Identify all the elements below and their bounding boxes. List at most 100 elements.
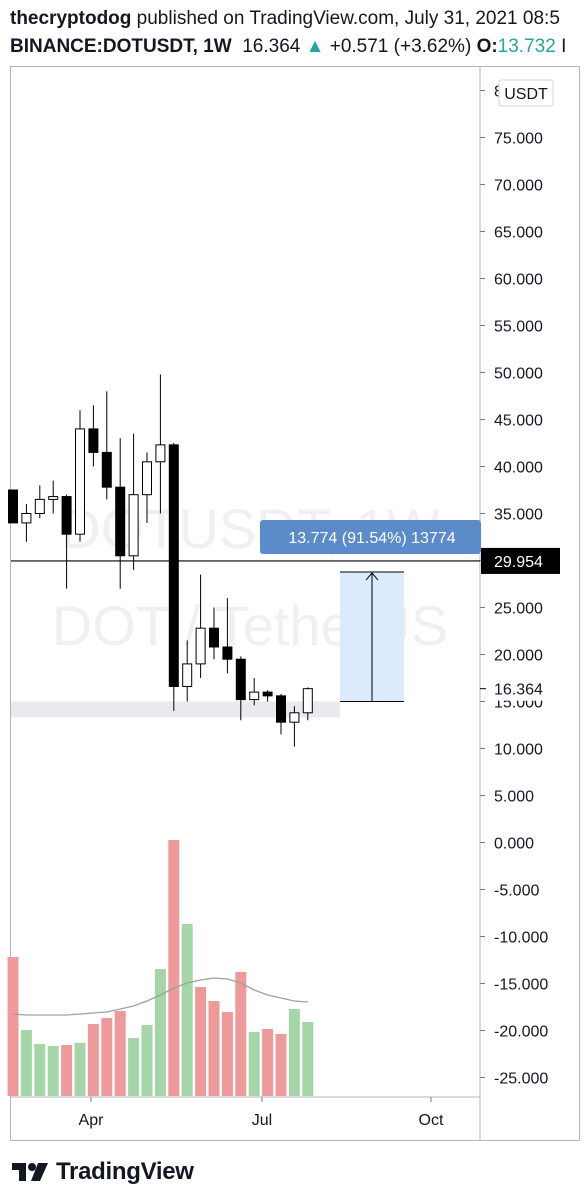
candle: [222, 598, 233, 674]
candle: [155, 374, 166, 514]
candle-body-down: [61, 496, 72, 535]
volume-bar: [262, 1029, 274, 1096]
candle: [8, 489, 18, 524]
time-tick-label: Jul: [252, 1112, 272, 1129]
volume-bar: [114, 1011, 126, 1096]
price-tick-label: 20.000: [494, 648, 543, 665]
price-tick-label: 0.000: [494, 836, 534, 853]
tradingview-logo[interactable]: TradingView: [12, 1156, 194, 1188]
candle: [195, 574, 206, 678]
last-price-tag[interactable]: [481, 676, 560, 701]
candle: [302, 687, 313, 721]
candle-body-up: [48, 496, 59, 500]
volume-bar: [248, 1032, 260, 1096]
volume-bar: [154, 969, 166, 1096]
last-price-label: 16.364: [494, 682, 543, 699]
price-chart[interactable]: DOTUSDT, 1W DOT / TetherUS 80.00075.0007…: [0, 0, 586, 1145]
currency-badge[interactable]: USDT: [504, 86, 548, 103]
price-tick-label: 65.000: [494, 225, 543, 242]
candle-body-down: [88, 428, 99, 453]
volume-bar: [221, 1012, 233, 1096]
candle-body-down: [115, 486, 126, 557]
candle: [101, 391, 112, 500]
price-tick-label: 5.000: [494, 789, 534, 806]
candle-body-down: [168, 444, 179, 687]
volume-bar: [47, 1046, 59, 1096]
candle-body-down: [276, 695, 286, 723]
candle: [276, 693, 286, 735]
candle: [209, 607, 219, 660]
open-value: 13.732: [497, 36, 556, 57]
price-tick-label: 25.000: [494, 601, 543, 618]
candle: [34, 485, 45, 519]
chart-header: thecryptodog published on TradingView.co…: [0, 0, 586, 66]
volume-bar: [208, 1001, 220, 1096]
price-tick-label: -15.000: [494, 977, 548, 994]
price-tick-label: 35.000: [494, 507, 543, 524]
volume-bar: [141, 1025, 153, 1096]
support-zone[interactable]: [11, 701, 340, 718]
price-tick-label: 75.000: [494, 131, 543, 148]
candle-body-up: [21, 513, 32, 524]
price-tick-label: 10.000: [494, 742, 543, 759]
horizontal-line-tag[interactable]: [481, 547, 560, 574]
volume-bar: [275, 1034, 287, 1096]
candle-body-up: [249, 691, 260, 701]
author-name[interactable]: thecryptodog: [10, 8, 132, 29]
candle: [262, 690, 273, 702]
price-tick-label: 45.000: [494, 413, 543, 430]
price-tick-label: 70.000: [494, 178, 543, 195]
published-text: published on TradingView.com, July 31, 2…: [131, 8, 560, 29]
last-price: 16.364: [242, 36, 301, 57]
candle-body-down: [209, 627, 219, 648]
volume-bar: [235, 972, 247, 1096]
volume-bar: [20, 1030, 32, 1096]
measure-label: 13.774 (91.54%) 13774: [288, 530, 455, 547]
price-tick-label: 55.000: [494, 319, 543, 336]
candles: [8, 374, 313, 747]
open-label: O:: [476, 36, 498, 57]
volume-bar: [195, 987, 207, 1096]
measure-arrow-icon: [365, 572, 379, 581]
volume-bar: [74, 1043, 86, 1096]
time-axis[interactable]: Apr Jul Oct: [11, 1096, 480, 1129]
candle-body-down: [8, 489, 18, 524]
header-truncated: I: [561, 36, 567, 57]
candle-body-down: [235, 658, 246, 701]
volume-bar: [128, 1038, 140, 1096]
measure-label-box[interactable]: [260, 520, 481, 554]
drawings[interactable]: 13.774 (91.54%) 13774 29.954 16.364: [11, 520, 560, 718]
candle: [182, 640, 193, 702]
price-tick-label: 60.000: [494, 272, 543, 289]
price-axis[interactable]: 80.00075.00070.00065.00060.00055.00050.0…: [479, 67, 548, 1141]
symbol-line: BINANCE:DOTUSDT, 1W 16.364 ▲ +0.571 (+3.…: [10, 36, 566, 58]
publish-line: thecryptodog published on TradingView.co…: [10, 8, 560, 30]
currency-badge-box[interactable]: [498, 79, 554, 107]
volume-pane: [7, 840, 314, 1096]
candle: [142, 452, 152, 523]
candle: [168, 443, 179, 711]
chart-frame: [10, 66, 580, 1141]
price-tick-label: -5.000: [494, 883, 539, 900]
time-tick-label: Oct: [419, 1112, 444, 1129]
symbol-label[interactable]: BINANCE:DOTUSDT, 1W: [10, 36, 232, 57]
price-tick-label: -25.000: [494, 1071, 548, 1088]
volume-bar: [288, 1009, 300, 1096]
tradingview-logo-text: TradingView: [56, 1158, 194, 1185]
price-tick-label: -10.000: [494, 930, 548, 947]
tradingview-logo-icon: [12, 1163, 48, 1181]
candle-body-down: [262, 691, 273, 697]
candle: [128, 433, 139, 570]
candle: [75, 410, 85, 542]
axis-labels: USDT: [498, 79, 554, 107]
candle-body-up: [195, 627, 206, 665]
volume-bar: [101, 1018, 113, 1096]
candle: [21, 504, 32, 542]
volume-bar: [87, 1024, 99, 1096]
candle-body-up: [289, 712, 300, 723]
volume-bar: [34, 1044, 46, 1096]
candle-body-up: [128, 494, 139, 557]
candle-body-up: [34, 498, 45, 514]
candle-body-down: [101, 451, 112, 488]
candle: [289, 706, 300, 747]
